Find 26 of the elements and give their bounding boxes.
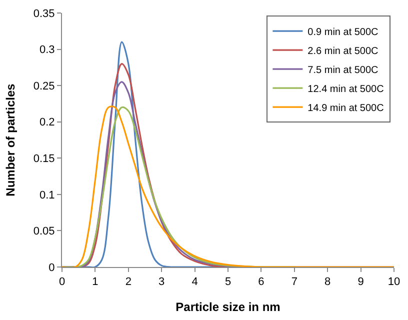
x-tick-label: 2 (125, 276, 132, 288)
x-tick-label: 5 (224, 276, 232, 288)
x-tick-label: 1 (92, 276, 98, 288)
y-tick-label: 0 (48, 262, 55, 274)
y-tick-label: 0.05 (33, 226, 55, 238)
x-axis-title: Particle size in nm (176, 300, 280, 314)
y-tick-label: 0.15 (33, 152, 55, 165)
legend-label: 0.9 min at 500C (308, 26, 378, 38)
x-tick-label: 3 (158, 276, 165, 288)
x-tick-label: 7 (291, 276, 298, 288)
legend-label: 12.4 min at 500C (308, 84, 384, 95)
x-tick-label: 9 (358, 276, 364, 288)
y-tick-label: 0.1 (40, 189, 55, 202)
y-tick-label: 0.35 (33, 8, 55, 20)
y-tick-label: 0.2 (40, 116, 55, 129)
y-axis-title: Number of particles (4, 83, 18, 196)
legend-label: 14.9 min at 500C (308, 102, 384, 114)
legend-label: 7.5 min at 500C (308, 64, 378, 76)
x-tick-label: 0 (58, 276, 66, 288)
x-tick-label: 4 (192, 276, 198, 288)
x-tick-label: 8 (324, 276, 331, 288)
legend-label: 2.6 min at 500C (308, 46, 378, 57)
x-tick-label: 10 (388, 276, 400, 288)
y-tick-label: 0.3 (40, 44, 55, 56)
y-tick-label: 0.25 (33, 80, 55, 92)
x-tick-label: 6 (258, 276, 264, 288)
